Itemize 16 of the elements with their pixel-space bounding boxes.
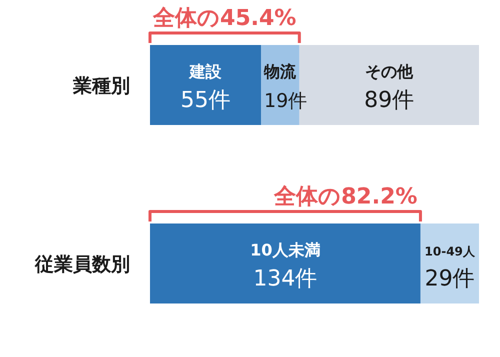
series-label: 10-49人 — [424, 244, 476, 258]
data-label: 19件 — [264, 90, 308, 112]
data-label: 134件 — [253, 266, 318, 292]
series-label: 建設 — [188, 62, 223, 81]
bracket-note: 全体の82.2% — [148, 184, 422, 222]
series-label: その他 — [365, 62, 414, 81]
y-tick-label: 業種別 — [72, 75, 130, 97]
series-label: 物流 — [263, 62, 298, 81]
annotation: 全体の82.2% — [273, 184, 418, 210]
data-label: 29件 — [424, 266, 475, 292]
data-label: 89件 — [364, 88, 414, 113]
series-label: 10人未満 — [250, 240, 320, 260]
bracket-note: 全体の45.4% — [148, 6, 301, 43]
y-tick-label: 従業員数別 — [34, 254, 130, 276]
annotation: 全体の45.4% — [152, 6, 296, 31]
data-label: 55件 — [180, 88, 231, 113]
